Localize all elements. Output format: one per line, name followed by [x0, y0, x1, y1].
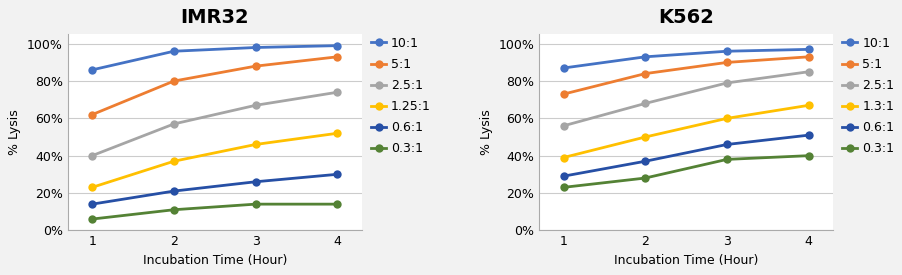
2.5:1: [640, 102, 650, 105]
Y-axis label: % Lysis: % Lysis: [8, 109, 22, 155]
Title: K562: K562: [658, 8, 713, 27]
10:1: [169, 50, 179, 53]
2.5:1: [721, 81, 732, 85]
0.3:1: [332, 202, 343, 206]
0.6:1: [332, 173, 343, 176]
10:1: [803, 48, 814, 51]
1.3:1: [640, 135, 650, 139]
2.5:1: [803, 70, 814, 73]
5:1: [721, 61, 732, 64]
5:1: [87, 113, 97, 116]
0.6:1: [169, 189, 179, 193]
0.6:1: [721, 143, 732, 146]
1.3:1: [557, 156, 568, 159]
10:1: [250, 46, 261, 49]
Line: 2.5:1: 2.5:1: [87, 88, 341, 160]
5:1: [803, 55, 814, 59]
0.3:1: [721, 158, 732, 161]
Line: 1.3:1: 1.3:1: [558, 101, 812, 162]
Legend: 10:1, 5:1, 2.5:1, 1.25:1, 0.6:1, 0.3:1: 10:1, 5:1, 2.5:1, 1.25:1, 0.6:1, 0.3:1: [371, 37, 430, 155]
Legend: 10:1, 5:1, 2.5:1, 1.3:1, 0.6:1, 0.3:1: 10:1, 5:1, 2.5:1, 1.3:1, 0.6:1, 0.3:1: [842, 37, 894, 155]
5:1: [250, 65, 261, 68]
0.6:1: [803, 133, 814, 137]
Line: 10:1: 10:1: [87, 42, 341, 74]
0.6:1: [250, 180, 261, 183]
2.5:1: [169, 122, 179, 126]
10:1: [332, 44, 343, 47]
Line: 0.6:1: 0.6:1: [87, 170, 341, 208]
Line: 5:1: 5:1: [558, 53, 812, 98]
2.5:1: [332, 90, 343, 94]
0.3:1: [803, 154, 814, 157]
0.3:1: [250, 202, 261, 206]
10:1: [721, 50, 732, 53]
0.6:1: [557, 175, 568, 178]
Line: 5:1: 5:1: [87, 53, 341, 119]
0.3:1: [87, 218, 97, 221]
0.3:1: [640, 176, 650, 180]
1.25:1: [332, 132, 343, 135]
X-axis label: Incubation Time (Hour): Incubation Time (Hour): [143, 254, 287, 267]
5:1: [640, 72, 650, 75]
Y-axis label: % Lysis: % Lysis: [479, 109, 492, 155]
1.25:1: [87, 186, 97, 189]
5:1: [332, 55, 343, 59]
Line: 2.5:1: 2.5:1: [558, 68, 812, 130]
2.5:1: [87, 154, 97, 157]
2.5:1: [557, 124, 568, 128]
5:1: [557, 92, 568, 96]
Line: 0.3:1: 0.3:1: [558, 152, 812, 191]
0.3:1: [557, 186, 568, 189]
10:1: [557, 66, 568, 70]
10:1: [640, 55, 650, 59]
1.25:1: [250, 143, 261, 146]
1.3:1: [721, 117, 732, 120]
Line: 0.3:1: 0.3:1: [87, 200, 341, 223]
2.5:1: [250, 104, 261, 107]
1.3:1: [803, 104, 814, 107]
0.3:1: [169, 208, 179, 211]
10:1: [87, 68, 97, 72]
0.6:1: [640, 160, 650, 163]
1.25:1: [169, 160, 179, 163]
0.6:1: [87, 202, 97, 206]
Line: 10:1: 10:1: [558, 45, 812, 72]
X-axis label: Incubation Time (Hour): Incubation Time (Hour): [613, 254, 758, 267]
Title: IMR32: IMR32: [180, 8, 249, 27]
Line: 0.6:1: 0.6:1: [558, 131, 812, 180]
5:1: [169, 79, 179, 83]
Line: 1.25:1: 1.25:1: [87, 129, 341, 191]
